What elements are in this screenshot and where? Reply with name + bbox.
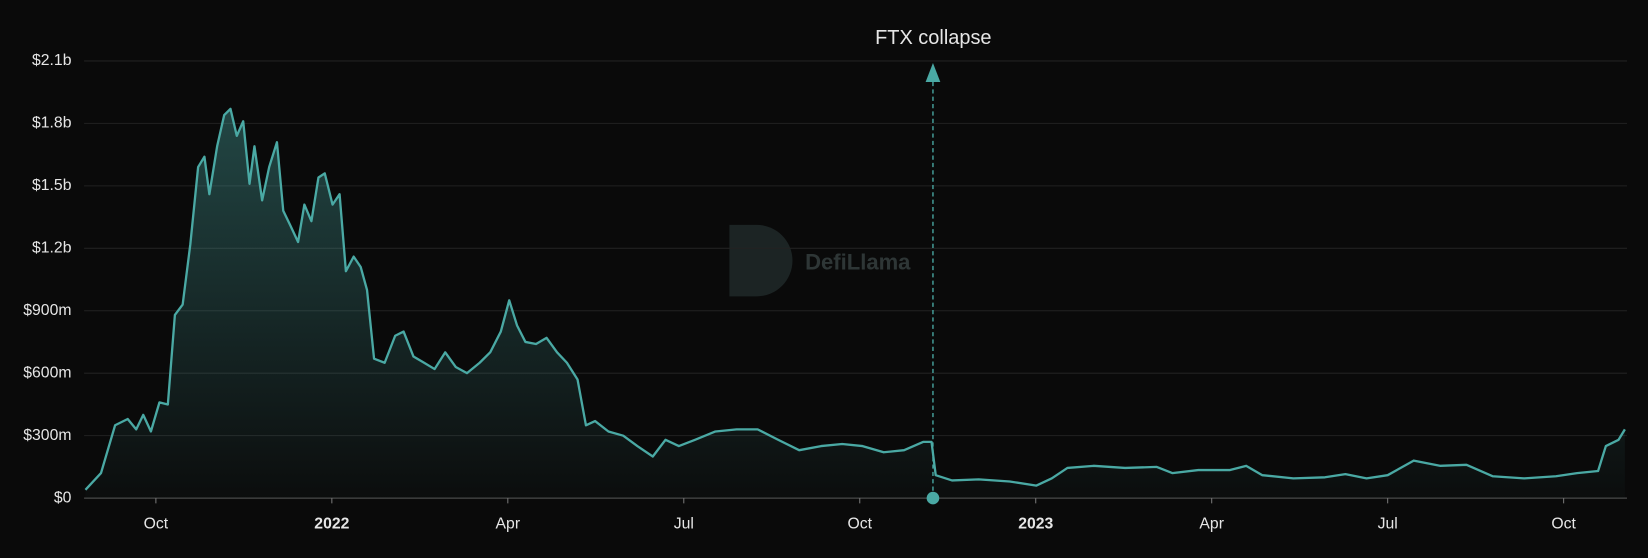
x-tick-label: Jul xyxy=(1378,516,1398,533)
annotation-marker xyxy=(926,491,940,505)
x-tick-label: Apr xyxy=(496,516,521,533)
y-tick-label: $0 xyxy=(54,489,72,506)
y-tick-label: $300m xyxy=(23,427,71,444)
area-fill xyxy=(85,108,1625,499)
x-tick-label: Jul xyxy=(674,516,694,533)
y-tick-label: $600m xyxy=(23,364,71,381)
watermark: DefiLlama xyxy=(729,224,911,297)
annotation-text: FTX collapse xyxy=(875,27,991,49)
x-tick-label: Oct xyxy=(1551,516,1576,533)
x-tick-label: 2022 xyxy=(314,516,349,533)
y-tick-label: $1.8b xyxy=(32,115,72,132)
line xyxy=(84,107,1626,491)
y-tick-label: $900m xyxy=(23,302,71,319)
watermark-logo xyxy=(729,224,793,297)
x-tick-label: Oct xyxy=(144,516,169,533)
y-tick-label: $2.1b xyxy=(32,52,72,69)
y-tick-label: $1.2b xyxy=(32,239,72,256)
annotation-arrow xyxy=(925,63,941,82)
x-tick-label: Oct xyxy=(847,516,872,533)
x-tick-label: 2023 xyxy=(1018,516,1053,533)
y-tick-label: $1.5b xyxy=(32,177,72,194)
watermark-text: DefiLlama xyxy=(805,250,911,275)
x-tick-label: Apr xyxy=(1199,516,1224,533)
